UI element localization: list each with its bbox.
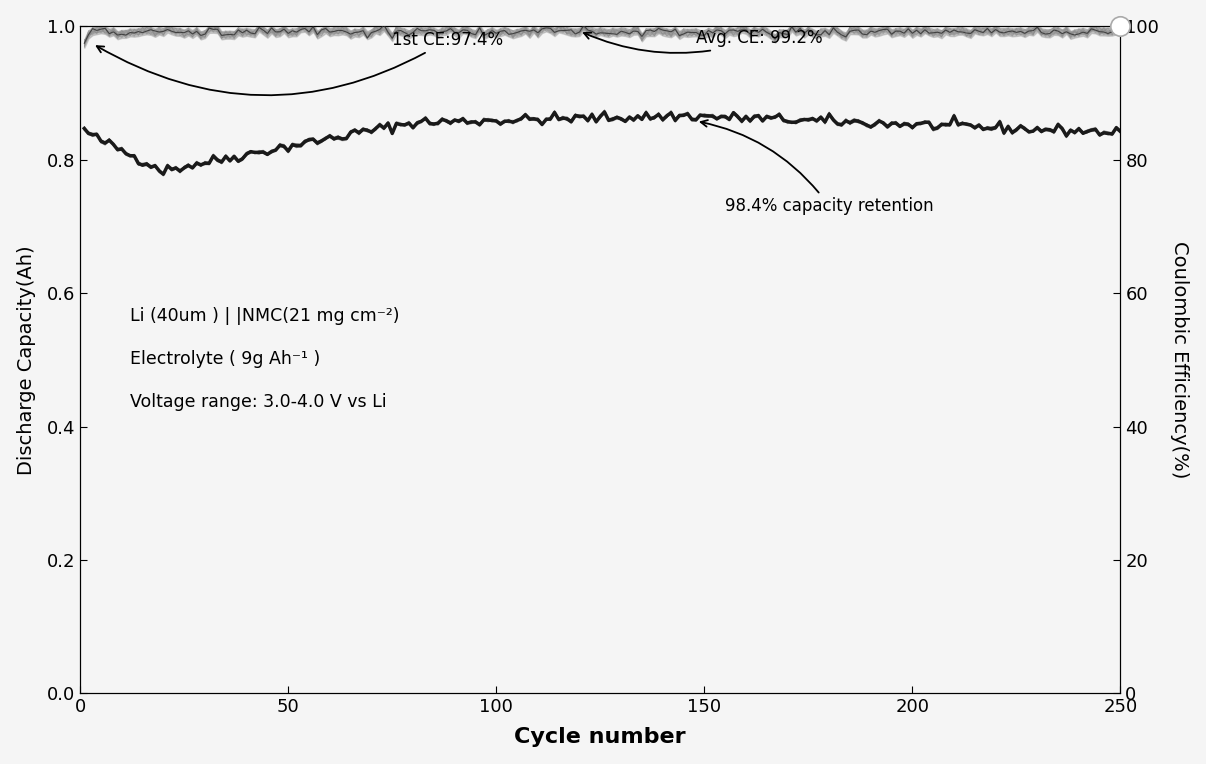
Text: Electrolyte ( 9g Ah⁻¹ ): Electrolyte ( 9g Ah⁻¹ ) — [130, 350, 321, 368]
Y-axis label: Discharge Capacity(Ah): Discharge Capacity(Ah) — [17, 245, 36, 474]
Text: 98.4% capacity retention: 98.4% capacity retention — [701, 120, 933, 215]
Y-axis label: Coulombic Efficiency(%): Coulombic Efficiency(%) — [1170, 241, 1189, 478]
Text: Voltage range: 3.0-4.0 V vs Li: Voltage range: 3.0-4.0 V vs Li — [130, 393, 387, 411]
X-axis label: Cycle number: Cycle number — [515, 727, 686, 747]
Text: 1st CE:97.4%: 1st CE:97.4% — [96, 31, 503, 96]
Text: Avg. CE: 99.2%: Avg. CE: 99.2% — [584, 29, 822, 53]
Text: Li (40um ) | |NMC(21 mg cm⁻²): Li (40um ) | |NMC(21 mg cm⁻²) — [130, 306, 399, 325]
